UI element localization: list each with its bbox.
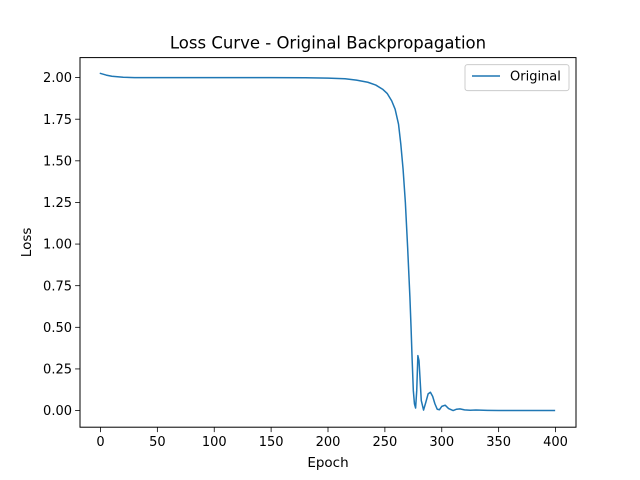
- y-tick-label: 2.00: [43, 71, 72, 86]
- x-axis-ticks: 0 50 100 150 200 250 300 350 400: [96, 427, 568, 450]
- x-tick-label: 250: [372, 435, 397, 450]
- y-axis-label: Loss: [19, 228, 35, 258]
- chart-title: Loss Curve - Original Backpropagation: [170, 34, 486, 53]
- y-tick-label: 1.50: [43, 154, 72, 169]
- series-line-original: [99, 72, 556, 412]
- y-tick-label: 1.75: [43, 113, 72, 128]
- x-tick-label: 350: [486, 435, 511, 450]
- legend-label-original: Original: [510, 70, 561, 85]
- x-tick-label: 50: [149, 435, 166, 450]
- x-tick-label: 200: [316, 435, 341, 450]
- legend: Original: [464, 64, 570, 92]
- series-layer: [99, 72, 556, 412]
- x-tick-label: 400: [543, 435, 568, 450]
- x-tick-label: 100: [202, 435, 227, 450]
- y-tick-label: 1.25: [43, 196, 72, 211]
- y-tick-label: 0.00: [43, 404, 72, 419]
- plot-area: [80, 57, 576, 428]
- y-tick-label: 0.25: [43, 363, 72, 378]
- y-tick-label: 0.75: [43, 279, 72, 294]
- y-axis-ticks: 0.00 0.25 0.50 0.75 1.00 1.25 1.50 1.75 2.00: [43, 71, 80, 419]
- x-tick-label: 300: [429, 435, 454, 450]
- x-tick-label: 0: [96, 435, 104, 450]
- y-tick-label: 0.50: [43, 321, 72, 336]
- y-tick-label: 1.00: [43, 238, 72, 253]
- x-axis-label: Epoch: [307, 455, 348, 471]
- x-tick-label: 150: [259, 435, 284, 450]
- legend-box: [464, 64, 570, 92]
